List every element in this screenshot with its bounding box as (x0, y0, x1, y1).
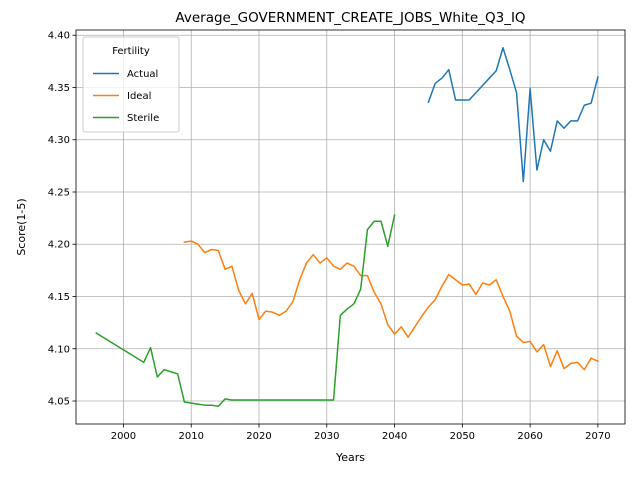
chart-title: Average_GOVERNMENT_CREATE_JOBS_White_Q3_… (175, 10, 525, 26)
legend: Fertility Actual Ideal Sterile (82, 36, 180, 133)
legend-box (82, 36, 180, 133)
y-tick-label: 4.30 (48, 135, 70, 146)
y-axis-ticks: 4.05 4.10 4.15 4.20 4.25 4.30 4.35 4.40 (48, 31, 76, 408)
y-tick-label: 4.05 (48, 397, 70, 408)
y-tick-label: 4.40 (48, 31, 70, 42)
series-lines (95, 47, 599, 407)
series-line-ideal (183, 240, 599, 371)
x-tick-label: 2010 (178, 431, 203, 442)
x-tick-label: 2060 (517, 431, 542, 442)
legend-label-sterile: Sterile (127, 113, 159, 124)
y-tick-label: 4.15 (48, 292, 70, 303)
x-axis-ticks: 2000 2010 2020 2030 2040 2050 2060 2070 (111, 424, 611, 442)
series-line-actual (427, 47, 599, 183)
x-tick-label: 2070 (585, 431, 610, 442)
x-tick-label: 2000 (111, 431, 136, 442)
legend-items: Actual Ideal Sterile (93, 69, 159, 124)
legend-label-ideal: Ideal (127, 91, 151, 102)
legend-label-actual: Actual (127, 69, 158, 80)
x-tick-label: 2040 (382, 431, 407, 442)
legend-title: Fertility (112, 46, 150, 57)
plot-area-frame (75, 29, 626, 425)
grid-lines (76, 30, 625, 424)
x-tick-label: 2050 (450, 431, 475, 442)
x-tick-label: 2020 (246, 431, 271, 442)
x-tick-label: 2030 (314, 431, 339, 442)
y-tick-label: 4.20 (48, 240, 70, 251)
y-axis-label: Score(1-5) (15, 198, 28, 255)
y-tick-label: 4.10 (48, 344, 70, 355)
y-tick-label: 4.25 (48, 187, 70, 198)
series-line-sterile (95, 214, 396, 407)
x-axis-label: Years (335, 451, 365, 464)
y-tick-label: 4.35 (48, 83, 70, 94)
